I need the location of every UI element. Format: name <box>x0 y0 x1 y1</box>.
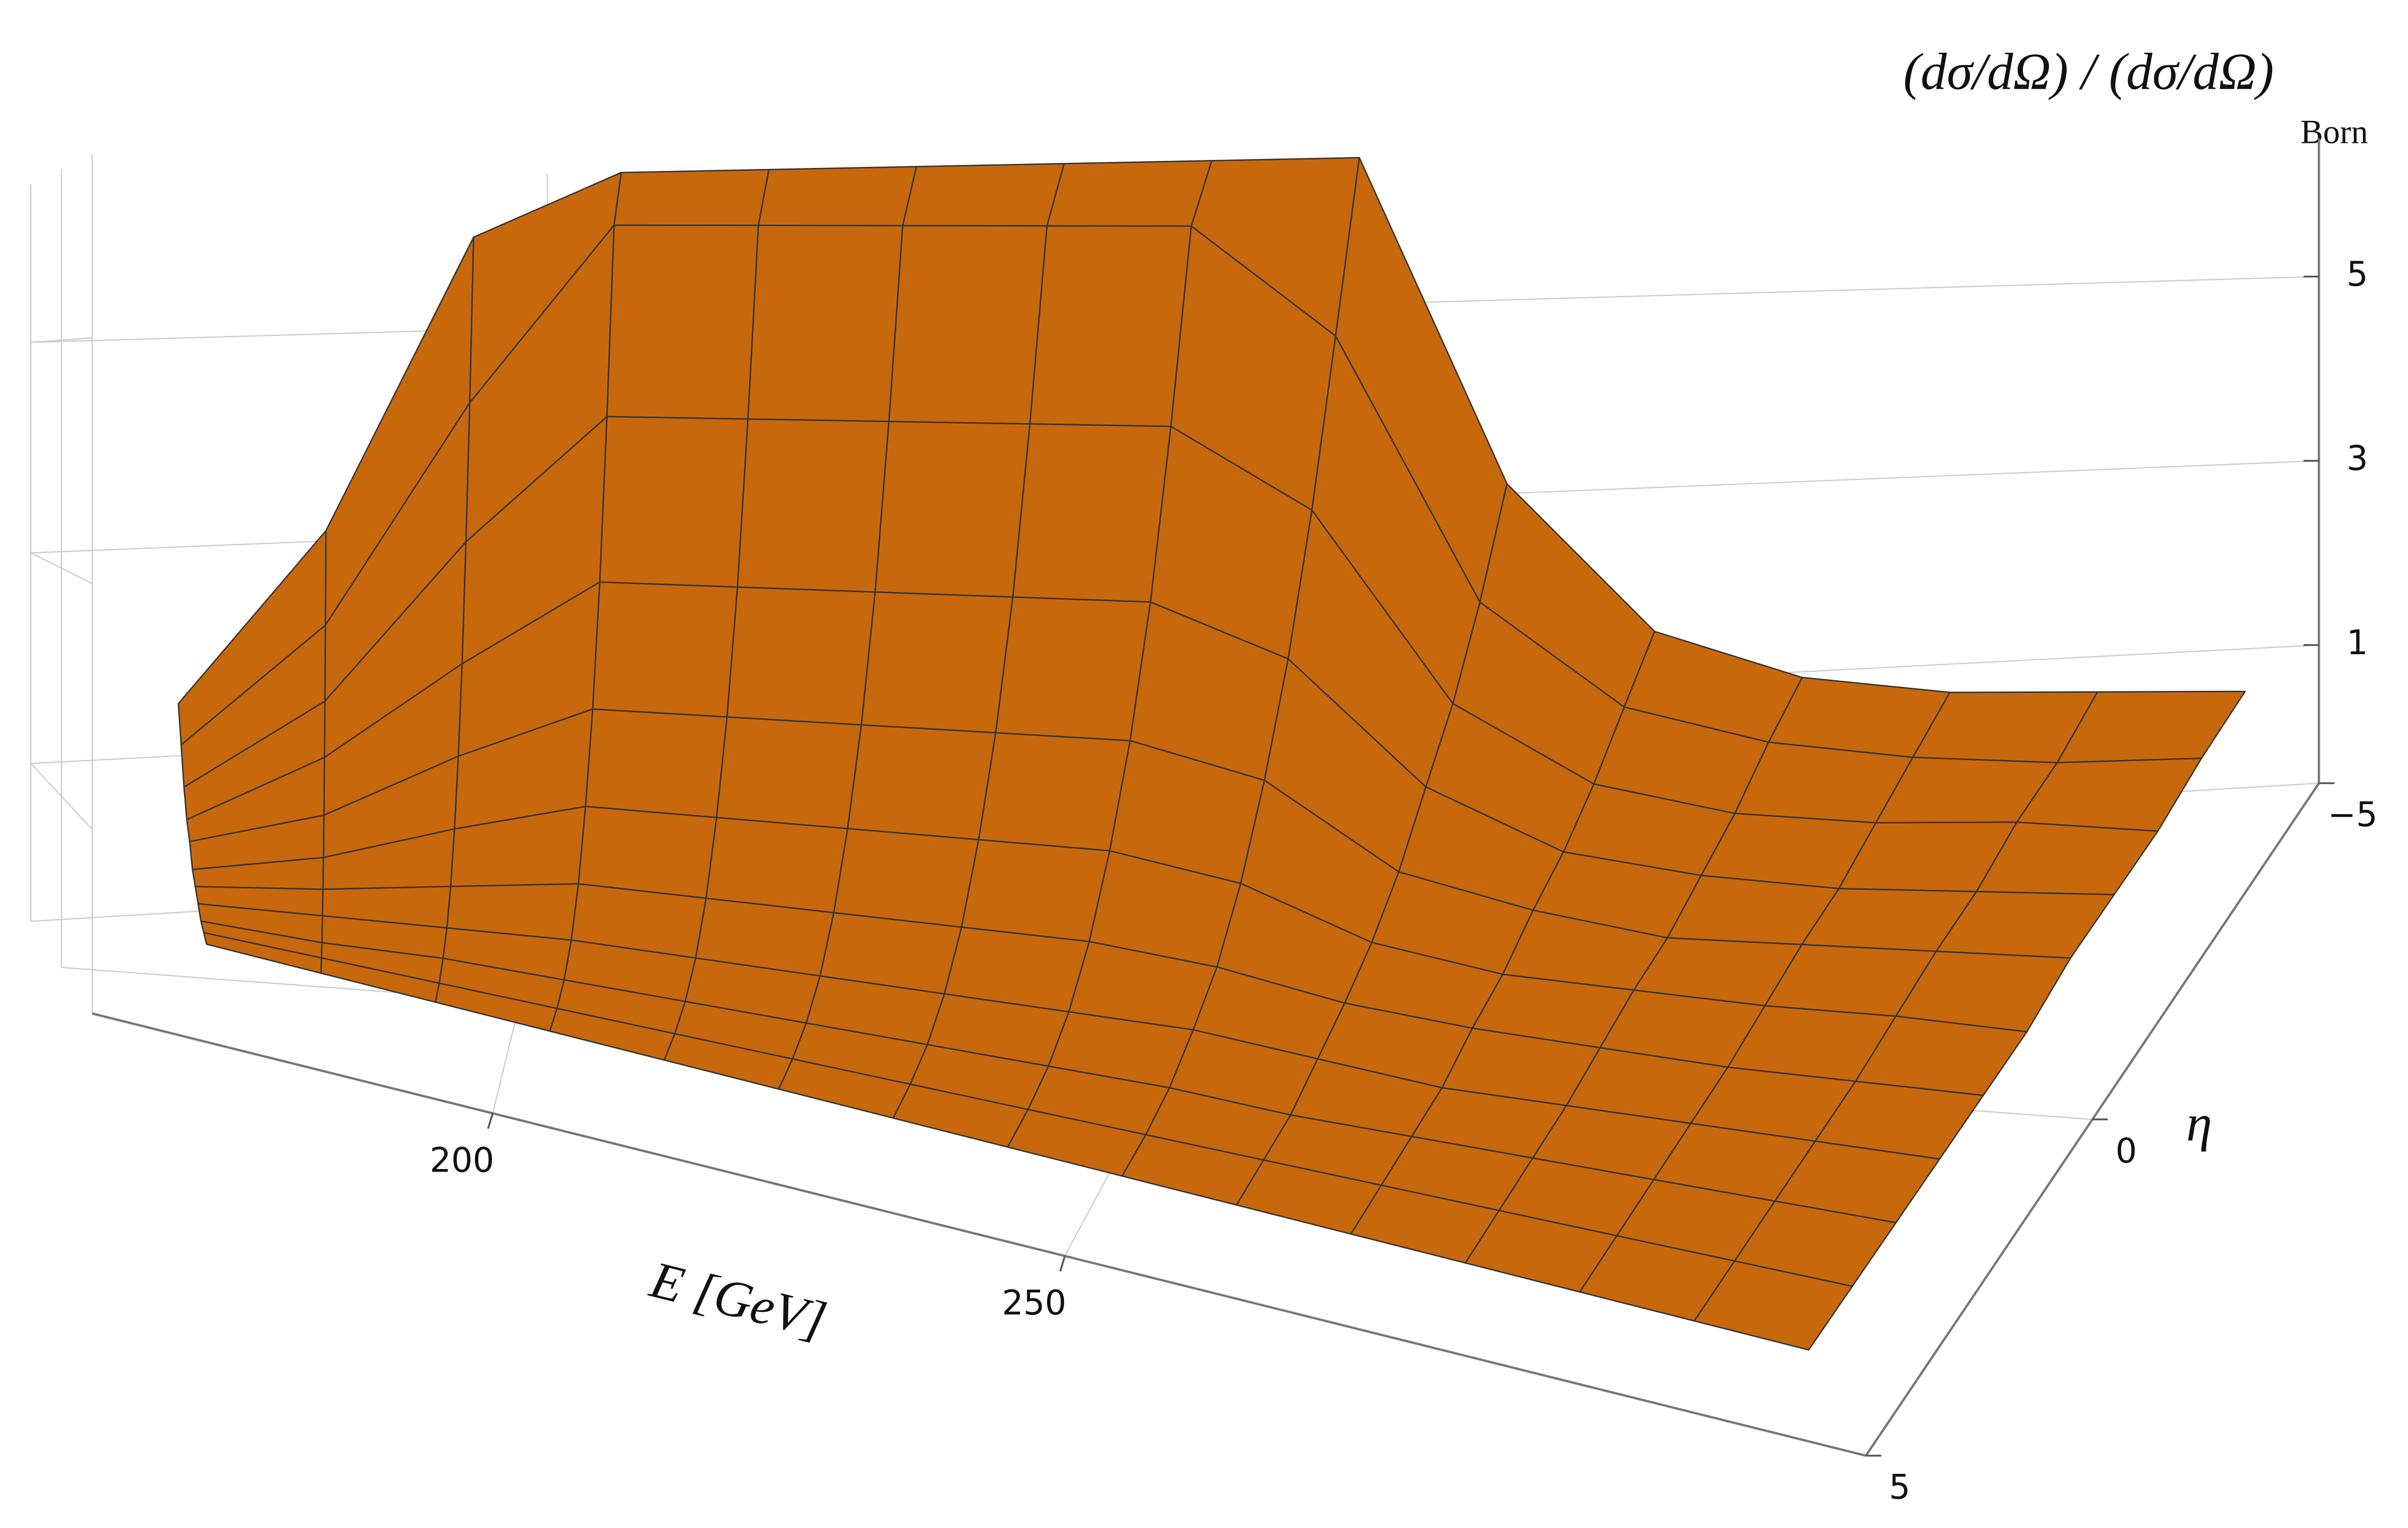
grid-line <box>31 337 92 343</box>
y-axis-label: η <box>2186 1094 2212 1152</box>
surface-patch <box>606 224 759 420</box>
grid-line <box>30 552 93 585</box>
surface-patch <box>585 708 728 819</box>
surface-patch <box>747 225 904 423</box>
surface-patch <box>1693 1260 1853 1351</box>
y-tick-label: 5 <box>1889 1467 1911 1507</box>
surface-patch <box>874 421 1031 598</box>
surface-patch <box>592 581 739 718</box>
surface-patch <box>737 418 890 593</box>
surface-patch <box>861 591 1014 734</box>
x-tick-label: 200 <box>430 1140 494 1180</box>
surface-patch <box>995 596 1151 741</box>
grid-line <box>30 763 93 830</box>
surface-patch <box>716 716 863 830</box>
surface-patch <box>705 817 848 913</box>
surface-patch <box>1012 423 1172 603</box>
y-tick-label: −5 <box>2328 795 2377 834</box>
surface-patch <box>978 732 1131 852</box>
surface-patch <box>888 225 1048 425</box>
surface-patch <box>902 163 1065 227</box>
z-tick-label: 3 <box>2347 439 2368 478</box>
surface-patch <box>846 724 997 841</box>
tick-mark <box>1059 1255 1066 1272</box>
surface-patch <box>578 806 718 899</box>
surface-patch <box>726 586 876 726</box>
surface-patch <box>1029 225 1192 427</box>
surface-patch <box>613 168 770 227</box>
z-tick-label: 5 <box>2347 254 2368 294</box>
surface-patch <box>599 416 749 588</box>
surface-patch <box>1046 160 1213 227</box>
surface-patch <box>758 165 917 227</box>
x-tick-label: 250 <box>1002 1283 1067 1322</box>
surface-patch <box>961 839 1111 942</box>
z-axis-label: (dσ/dΩ) / (dσ/dΩ) <box>1904 42 2274 100</box>
x-axis <box>92 1012 1866 1457</box>
surface-patch <box>833 828 979 928</box>
tick-mark <box>487 1113 494 1129</box>
z-tick-label: 1 <box>2347 623 2368 662</box>
x-axis-label: E [GeV] <box>644 1250 832 1350</box>
z-axis-label-subscript: Born <box>2301 113 2368 150</box>
y-tick-label: 0 <box>2116 1131 2137 1171</box>
